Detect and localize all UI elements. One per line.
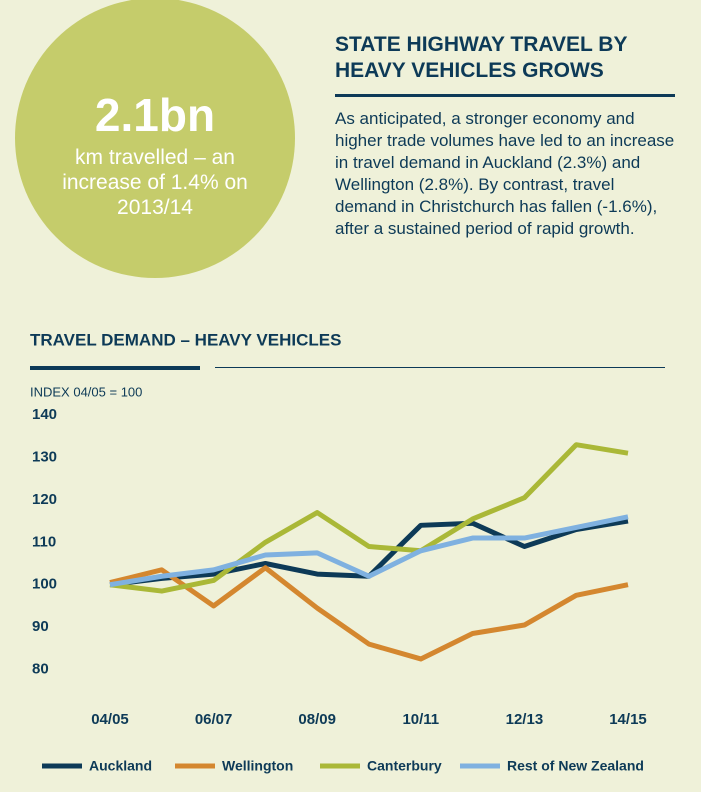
- series-line: [109, 442, 629, 594]
- x-tick-label: 10/11: [402, 711, 439, 728]
- chart-rule: [215, 367, 665, 368]
- chart-title: TRAVEL DEMAND – HEAVY VEHICLES: [30, 330, 341, 349]
- stat-value: 2.1bn: [94, 89, 216, 141]
- stat-circle: [15, 0, 295, 278]
- legend-label: Auckland: [89, 758, 152, 774]
- stat-caption: km travelled – an increase of 1.4% on 20…: [62, 146, 248, 219]
- x-tick-label: 14/15: [609, 711, 647, 728]
- series-line: [109, 565, 629, 662]
- y-tick-label: 100: [32, 576, 57, 593]
- x-tick-label: 04/05: [91, 711, 129, 728]
- article-title: STATE HIGHWAY TRAVEL BY HEAVY VEHICLES G…: [335, 33, 628, 82]
- y-tick-label: 120: [32, 491, 57, 508]
- y-tick-label: 110: [32, 533, 56, 550]
- legend-label: Wellington: [222, 758, 293, 774]
- x-tick-label: 06/07: [195, 711, 233, 728]
- title-rule: [335, 94, 675, 97]
- legend-label: Rest of New Zealand: [507, 758, 644, 774]
- y-tick-label: 130: [32, 448, 57, 465]
- chart-rule: [30, 366, 200, 370]
- x-tick-label: 12/13: [506, 711, 544, 728]
- y-axis-label: INDEX 04/05 = 100: [30, 384, 142, 399]
- y-tick-label: 90: [32, 618, 49, 635]
- x-tick-label: 08/09: [298, 711, 336, 728]
- series-line: [109, 514, 629, 588]
- article-body: As anticipated, a stronger economy and h…: [335, 109, 675, 238]
- y-tick-label: 140: [32, 406, 57, 423]
- legend-label: Canterbury: [367, 758, 442, 774]
- y-tick-label: 80: [32, 661, 49, 678]
